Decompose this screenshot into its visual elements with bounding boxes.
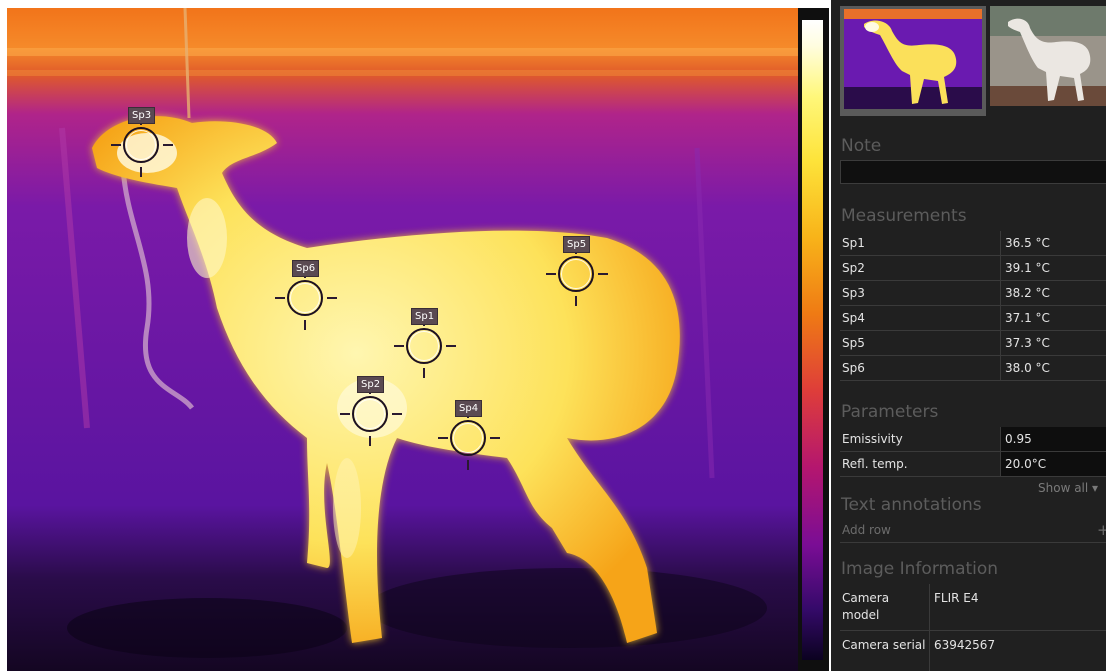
side-panel: Note Measurements Sp1 36.5 °C Sp2 39.1 °… — [831, 0, 1106, 671]
refl-temp-value-field[interactable]: 20.0°C — [1000, 451, 1106, 477]
measurement-name: Sp1 — [840, 231, 1001, 256]
info-value: FLIR E4 — [929, 584, 1106, 631]
measurement-value: 38.0 °C — [1000, 355, 1106, 381]
spot-label: Sp2 — [357, 376, 385, 393]
color-scale-frame — [798, 8, 829, 671]
measurement-name: Sp5 — [840, 330, 1001, 356]
show-all-toggle[interactable]: Show all ▾ — [1038, 481, 1099, 495]
spot-label: Sp1 — [411, 308, 439, 325]
parameter-name: Emissivity — [840, 427, 1001, 452]
add-row-button[interactable]: Add row + — [840, 520, 1106, 543]
spot-marker-sp5[interactable]: Sp5 — [544, 236, 612, 310]
parameters-title: Parameters — [841, 402, 939, 422]
spot-label: Sp3 — [128, 107, 156, 124]
emissivity-value-field[interactable]: 0.95 — [1000, 427, 1106, 452]
measurement-name: Sp3 — [840, 280, 1001, 306]
note-title: Note — [841, 136, 882, 156]
note-input[interactable] — [840, 160, 1106, 184]
thermal-image — [7, 8, 798, 671]
measurement-row[interactable]: Sp1 36.5 °C — [840, 231, 1106, 256]
measurement-row[interactable]: Sp5 37.3 °C — [840, 330, 1106, 356]
spot-marker-sp6[interactable]: Sp6 — [273, 260, 341, 334]
parameter-row-emissivity: Emissivity 0.95 — [840, 427, 1106, 452]
measurement-row[interactable]: Sp6 38.0 °C — [840, 355, 1106, 381]
spot-marker-sp2[interactable]: Sp2 — [338, 376, 406, 450]
measurements-table: Sp1 36.5 °C Sp2 39.1 °C Sp3 38.2 °C Sp4 … — [840, 231, 1106, 381]
image-information-title: Image Information — [841, 559, 999, 579]
parameter-name: Refl. temp. — [840, 451, 1001, 477]
spot-marker-sp3[interactable]: Sp3 — [109, 107, 177, 181]
info-name: Camera serial — [840, 630, 930, 671]
measurement-value: 36.5 °C — [1000, 231, 1106, 256]
measurement-value: 37.3 °C — [1000, 330, 1106, 356]
info-row-camera-serial: Camera serial 63942567 — [840, 630, 1106, 671]
text-annotations-title: Text annotations — [841, 495, 982, 515]
spot-marker-sp4[interactable]: Sp4 — [436, 400, 504, 474]
measurement-name: Sp6 — [840, 355, 1001, 381]
measurement-row[interactable]: Sp3 38.2 °C — [840, 280, 1106, 306]
thumbnail-visual[interactable] — [990, 6, 1106, 116]
info-name: Camera model — [840, 584, 930, 631]
measurements-title: Measurements — [841, 206, 967, 226]
info-row-camera-model: Camera model FLIR E4 — [840, 584, 1106, 631]
thumbnail-visual-image — [990, 6, 1106, 106]
image-information-table: Camera model FLIR E4 Camera serial 63942… — [840, 584, 1106, 671]
measurement-name: Sp2 — [840, 255, 1001, 281]
info-value: 63942567 — [929, 630, 1106, 671]
thermal-image-view[interactable]: Sp1 Sp2 Sp3 Sp4 Sp5 Sp6 — [7, 8, 798, 671]
measurement-value: 37.1 °C — [1000, 305, 1106, 331]
measurement-row[interactable]: Sp2 39.1 °C — [840, 255, 1106, 281]
spot-label: Sp4 — [455, 400, 483, 417]
spot-label: Sp5 — [563, 236, 591, 253]
spot-label: Sp6 — [292, 260, 320, 277]
parameter-row-refl-temp: Refl. temp. 20.0°C — [840, 451, 1106, 477]
parameters-table: Emissivity 0.95 Refl. temp. 20.0°C — [840, 427, 1106, 477]
measurement-name: Sp4 — [840, 305, 1001, 331]
thumbnail-thermal-image — [844, 9, 982, 109]
measurement-value: 38.2 °C — [1000, 280, 1106, 306]
plus-icon: + — [1097, 521, 1106, 539]
color-scale-bar[interactable] — [802, 20, 823, 660]
measurement-row[interactable]: Sp4 37.1 °C — [840, 305, 1106, 331]
spot-marker-sp1[interactable]: Sp1 — [392, 308, 460, 382]
thumbnail-thermal[interactable] — [840, 6, 986, 116]
measurement-value: 39.1 °C — [1000, 255, 1106, 281]
add-row-label: Add row — [842, 523, 891, 537]
